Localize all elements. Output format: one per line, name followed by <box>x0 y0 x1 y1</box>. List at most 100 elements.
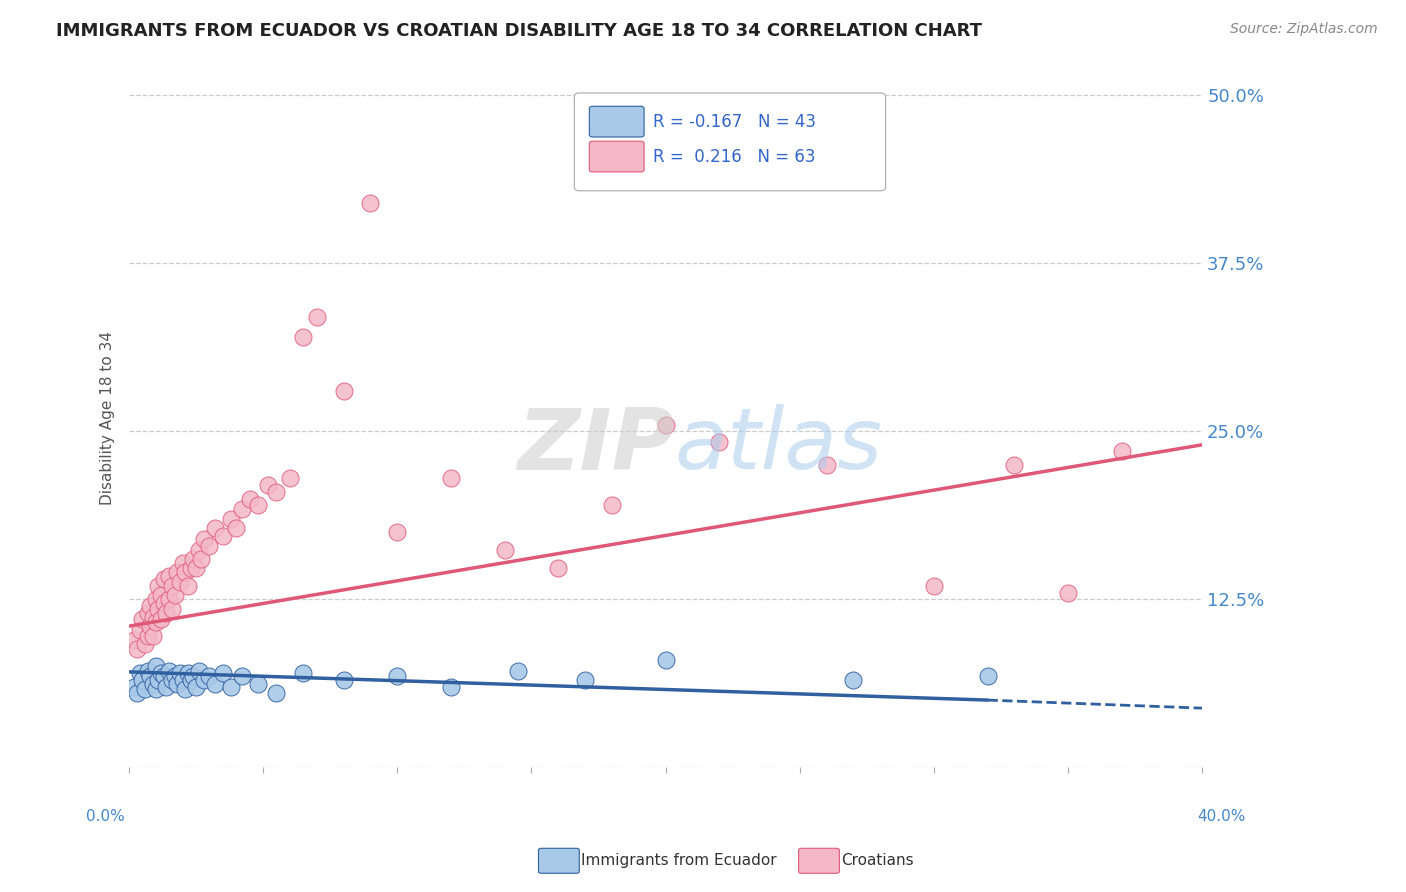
Point <box>160 673 183 687</box>
Point <box>494 542 516 557</box>
Text: IMMIGRANTS FROM ECUADOR VS CROATIAN DISABILITY AGE 18 TO 34 CORRELATION CHART: IMMIGRANTS FROM ECUADOR VS CROATIAN DISA… <box>56 22 983 40</box>
Text: Croatians: Croatians <box>841 854 914 868</box>
Point <box>145 682 167 697</box>
Point <box>359 195 381 210</box>
Point <box>211 529 233 543</box>
Point <box>150 612 173 626</box>
Point <box>1057 585 1080 599</box>
Point <box>292 330 315 344</box>
Point <box>139 619 162 633</box>
Point <box>440 680 463 694</box>
Point <box>440 471 463 485</box>
Point <box>166 566 188 580</box>
Point <box>922 579 945 593</box>
Point <box>125 642 148 657</box>
Point <box>136 606 159 620</box>
Point <box>231 502 253 516</box>
Point <box>387 525 409 540</box>
Point <box>190 552 212 566</box>
Point <box>145 615 167 629</box>
Point <box>172 673 194 687</box>
Point <box>134 637 156 651</box>
Point <box>145 592 167 607</box>
Text: R = -0.167   N = 43: R = -0.167 N = 43 <box>652 112 815 130</box>
Point <box>142 677 165 691</box>
Text: Immigrants from Ecuador: Immigrants from Ecuador <box>581 854 776 868</box>
Point <box>174 566 197 580</box>
FancyBboxPatch shape <box>589 106 644 137</box>
Point <box>148 673 170 687</box>
Point <box>131 612 153 626</box>
Point <box>976 669 998 683</box>
Point <box>815 458 838 472</box>
Text: R =  0.216   N = 63: R = 0.216 N = 63 <box>652 147 815 166</box>
FancyBboxPatch shape <box>589 141 644 172</box>
Point <box>219 511 242 525</box>
Y-axis label: Disability Age 18 to 34: Disability Age 18 to 34 <box>100 331 115 505</box>
Point <box>266 484 288 499</box>
Point <box>139 669 162 683</box>
Point <box>204 677 226 691</box>
Point <box>163 588 186 602</box>
Point <box>157 569 180 583</box>
Point <box>172 556 194 570</box>
Point <box>184 680 207 694</box>
Point <box>128 666 150 681</box>
Text: 0.0%: 0.0% <box>86 809 125 824</box>
Point <box>136 629 159 643</box>
Point <box>332 384 354 398</box>
Point <box>142 609 165 624</box>
Point <box>157 664 180 678</box>
Point <box>184 561 207 575</box>
Point <box>169 666 191 681</box>
Text: atlas: atlas <box>675 404 883 488</box>
Point <box>231 669 253 683</box>
Point <box>152 596 174 610</box>
Point <box>131 673 153 687</box>
Point <box>180 561 202 575</box>
Point <box>125 686 148 700</box>
Point <box>157 592 180 607</box>
Point <box>128 624 150 638</box>
Point <box>169 574 191 589</box>
Point <box>174 682 197 697</box>
Point <box>547 561 569 575</box>
Point <box>142 629 165 643</box>
Point <box>122 632 145 647</box>
Point <box>574 673 596 687</box>
Point <box>163 669 186 683</box>
Point <box>187 542 209 557</box>
Point <box>292 666 315 681</box>
Point <box>387 669 409 683</box>
Point <box>211 666 233 681</box>
Text: Source: ZipAtlas.com: Source: ZipAtlas.com <box>1230 22 1378 37</box>
Point <box>278 471 301 485</box>
Point <box>134 682 156 697</box>
Point <box>198 669 221 683</box>
Point <box>181 552 204 566</box>
Point <box>204 521 226 535</box>
Text: 40.0%: 40.0% <box>1197 809 1246 824</box>
Point <box>332 673 354 687</box>
Point <box>654 653 676 667</box>
Point <box>155 606 177 620</box>
Point <box>506 664 529 678</box>
Point <box>266 686 288 700</box>
Point <box>198 539 221 553</box>
FancyBboxPatch shape <box>574 93 886 191</box>
Point <box>150 666 173 681</box>
Point <box>1002 458 1025 472</box>
Point <box>122 680 145 694</box>
Point <box>180 673 202 687</box>
Point <box>155 680 177 694</box>
Point <box>257 478 280 492</box>
Point <box>193 532 215 546</box>
Point <box>842 673 865 687</box>
Point <box>150 588 173 602</box>
Point <box>187 664 209 678</box>
Point <box>177 579 200 593</box>
Point <box>145 659 167 673</box>
Point <box>152 572 174 586</box>
Point <box>160 579 183 593</box>
Point <box>219 680 242 694</box>
